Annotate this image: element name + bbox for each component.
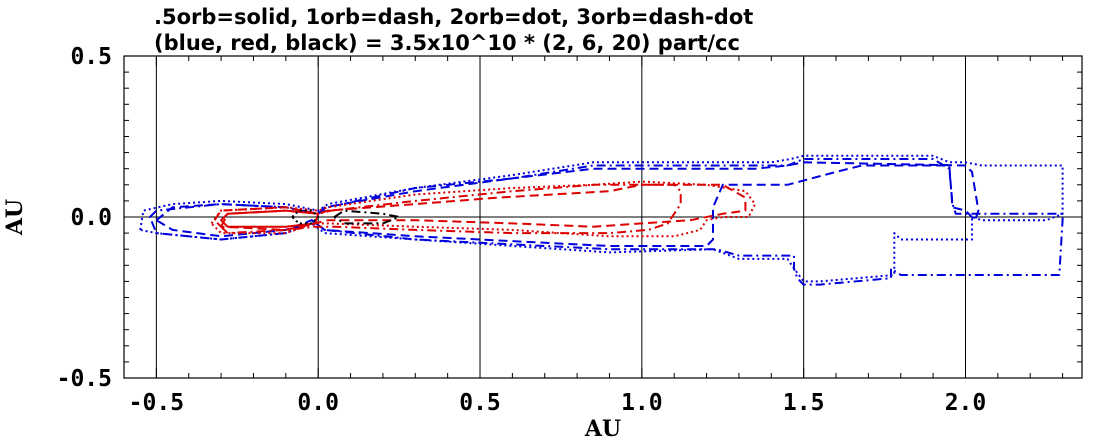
chart-subtitle: (blue, red, black) = 3.5x10^10 * (2, 6, … [154,31,740,55]
x-tick-labels: -0.5 0.0 0.5 1.0 1.5 2.0 [129,390,987,416]
contour-blue-dot [139,154,1064,283]
x-tick-label: 0.0 [297,390,339,416]
y-tick-label: 0.5 [70,44,112,70]
y-tick-labels: 0.5 0.0 -0.5 [57,44,112,392]
contour-red-dash-dot [220,183,682,235]
y-axis-label: AU [2,199,28,236]
contour-blue-dash-dot [148,158,1064,286]
contour-series [139,154,1064,286]
grid-lines [124,55,1082,379]
contour-black-dot [291,209,320,225]
x-tick-label: -0.5 [129,390,184,416]
chart-title: .5orb=solid, 1orb=dash, 2orb=dot, 3orb=d… [154,5,753,29]
x-axis-label: AU [584,416,621,442]
contour-red-dot [210,180,757,238]
y-tick-label: 0.0 [70,205,112,231]
x-tick-label: 2.0 [945,390,987,416]
axis-ticks [124,55,1082,379]
y-tick-label: -0.5 [57,366,112,392]
x-tick-label: 0.5 [459,390,501,416]
contour-blue-dash [155,161,980,247]
x-tick-label: 1.5 [783,390,825,416]
x-tick-label: 1.0 [621,390,663,416]
contour-red-dash [213,183,747,231]
